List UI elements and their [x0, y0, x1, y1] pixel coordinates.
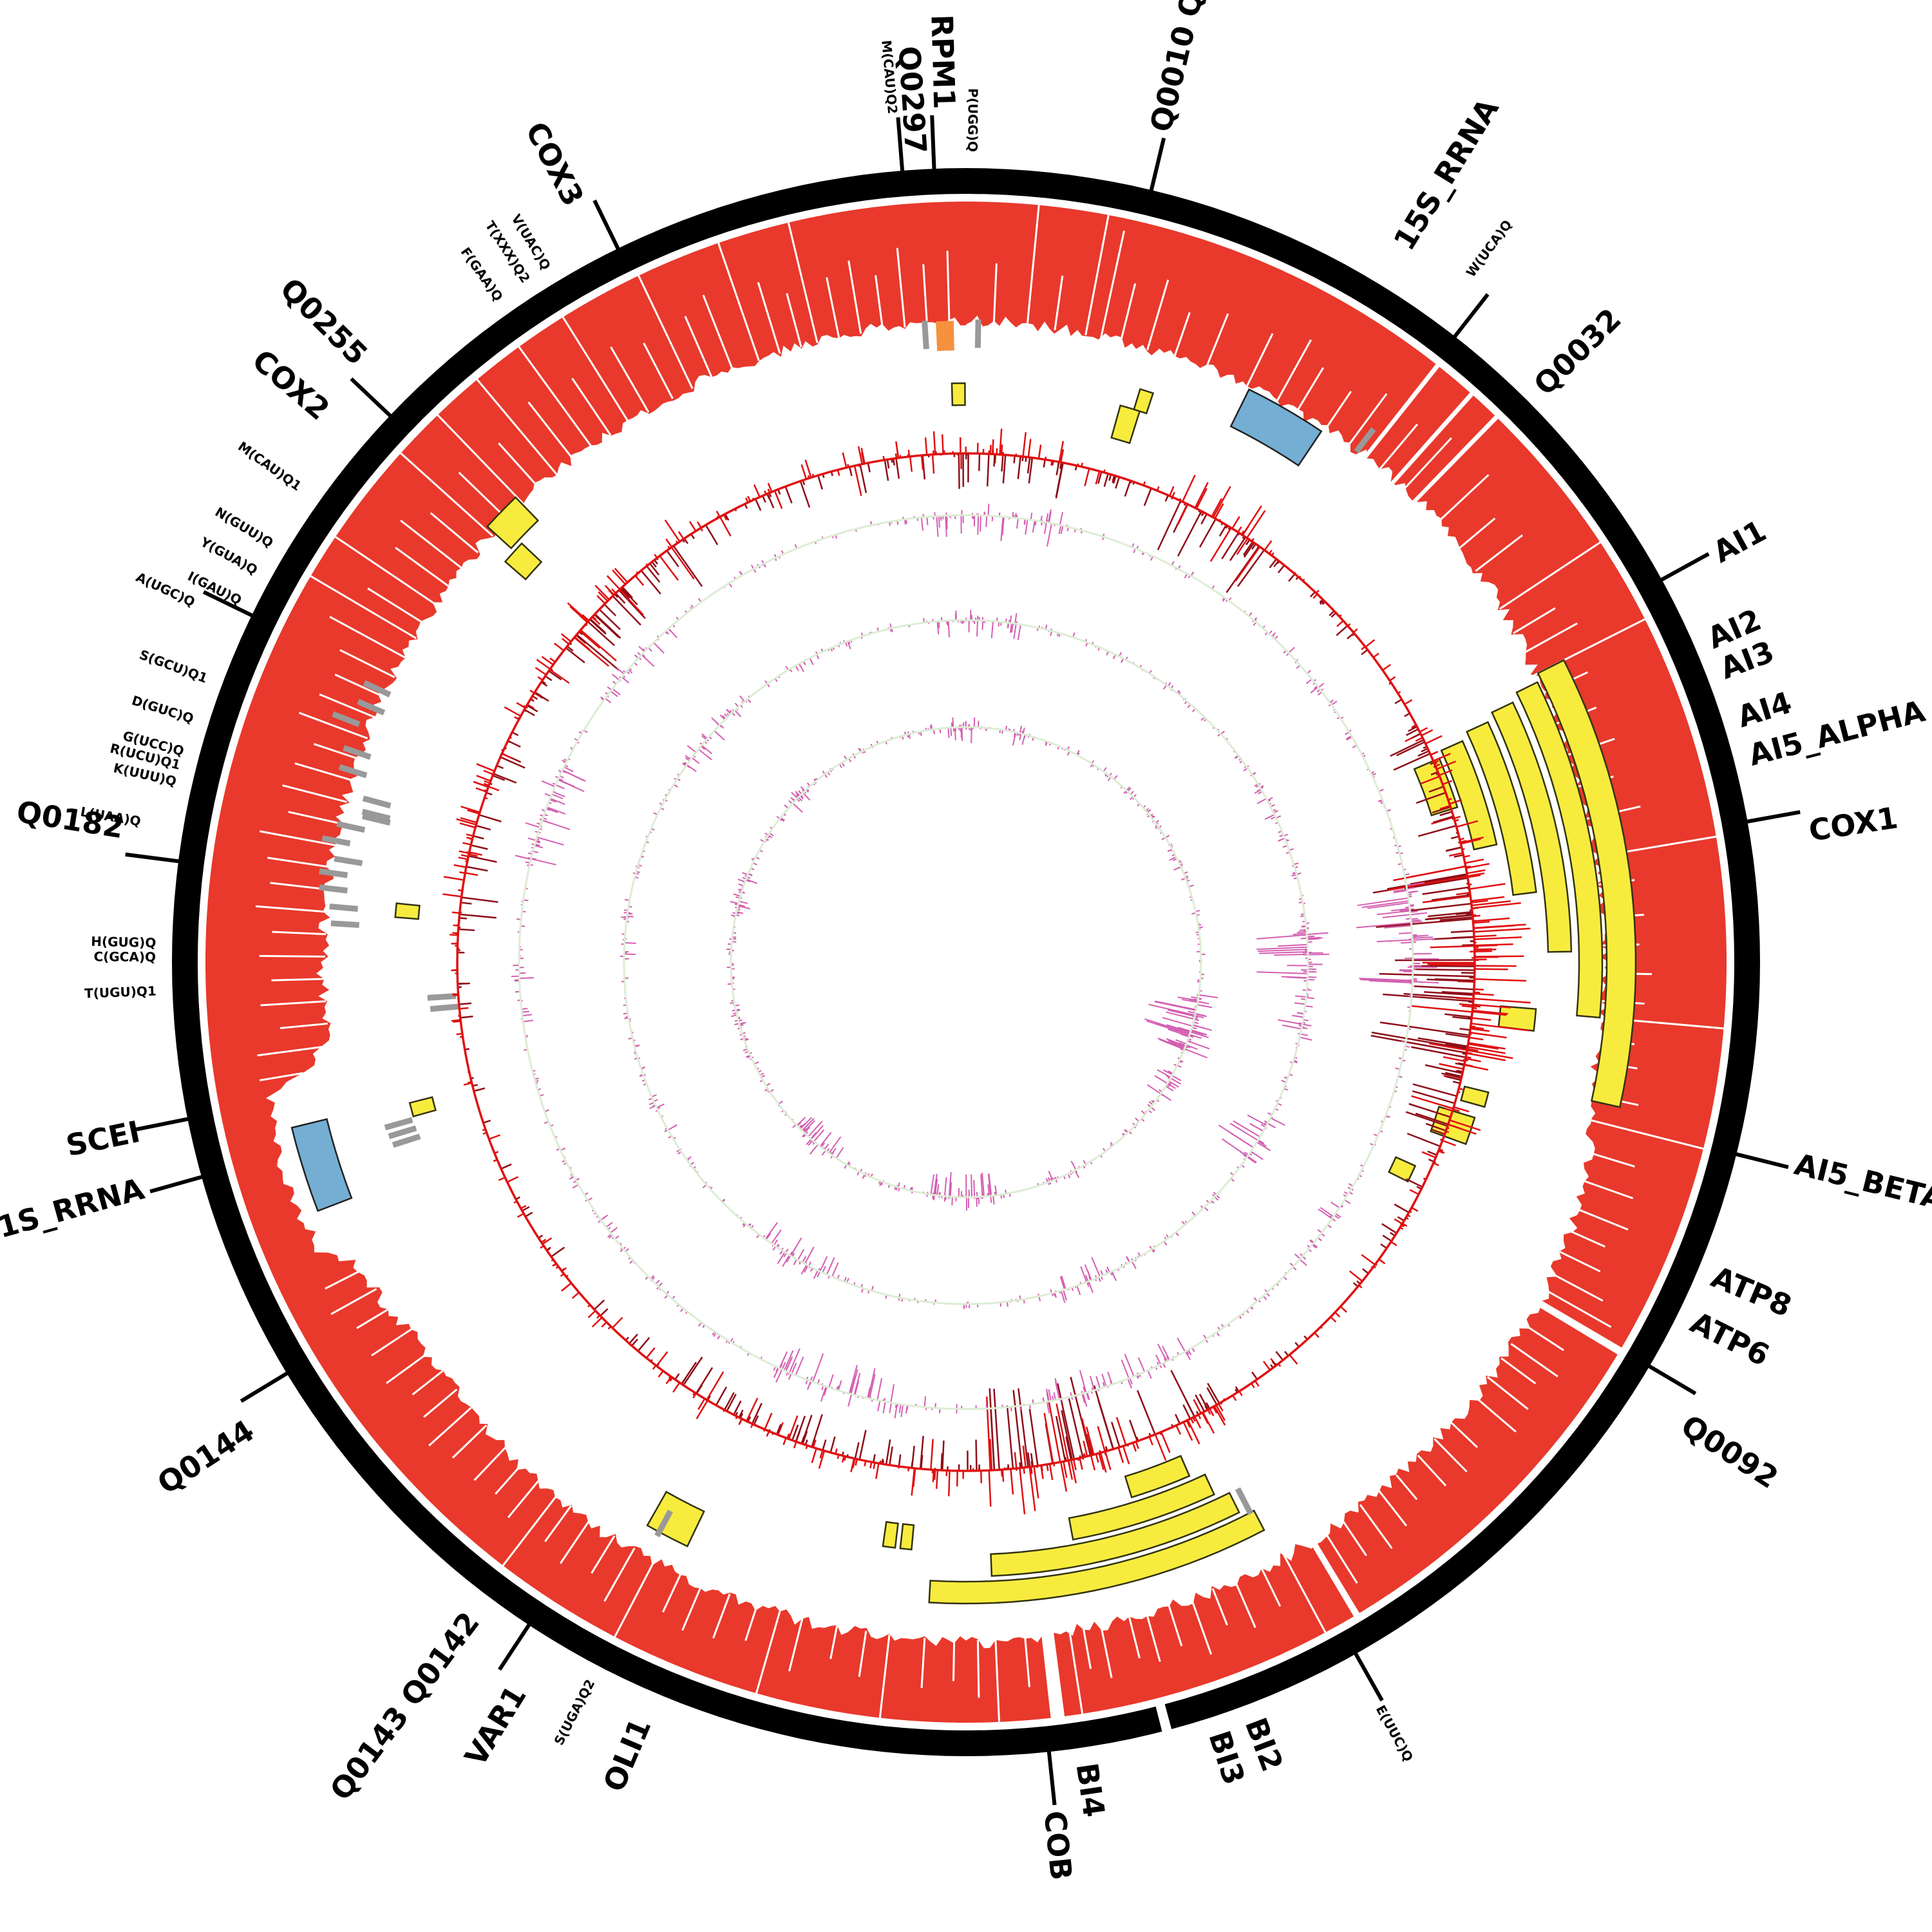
gene-feature-boxes-yellow: [394, 382, 1637, 1605]
trna-label-t-ugu-q1: T(UGU)Q1: [84, 983, 157, 1001]
gene-label-q0297: Q0297: [892, 45, 934, 155]
blue-feature: [290, 1118, 353, 1212]
yellow-feature: [486, 496, 540, 550]
trna-label-c-gca-q: C(GCA)Q: [93, 949, 156, 965]
yellow-feature: [882, 1520, 899, 1549]
yellow-feature: [899, 1523, 915, 1551]
trna-label-h-gug-q: H(GUG)Q: [91, 934, 156, 951]
variant-track-1-track: [511, 504, 1439, 1419]
yellow-feature: [928, 1510, 1265, 1605]
yellow-feature: [1124, 1455, 1191, 1499]
origin-feature-box-orange: [936, 321, 954, 352]
yellow-feature: [1460, 1085, 1490, 1108]
orange-feature: [936, 321, 954, 352]
blue-feature: [1229, 388, 1323, 467]
gene-label-bi4: BI4: [1070, 1761, 1112, 1819]
yellow-feature: [1490, 701, 1573, 953]
yellow-feature: [1440, 740, 1498, 851]
variant-track-2-track: [620, 609, 1330, 1309]
label-tick-marks: [125, 115, 1801, 1806]
variant-track-1-baseline: [518, 514, 1414, 1410]
yellow-feature: [1068, 1473, 1216, 1541]
yellow-feature: [504, 542, 543, 581]
yellow-feature: [1387, 1156, 1417, 1183]
variant-track-3-baseline: [730, 726, 1202, 1198]
trna-label-p-ugg-q: P(UGG)Q: [965, 88, 981, 152]
gene-label-cob: COB: [1037, 1809, 1079, 1882]
yellow-feature: [990, 1492, 1240, 1577]
yellow-feature: [951, 382, 966, 406]
gray-tick-marks: [319, 319, 1376, 1538]
coverage-line-track: [442, 428, 1531, 1515]
yellow-feature: [394, 902, 421, 920]
yellow-feature: [1537, 659, 1637, 1108]
yellow-feature: [1133, 388, 1155, 415]
gene-label-rpm1: RPM1: [924, 14, 961, 109]
yellow-feature: [408, 1096, 437, 1118]
yellow-feature: [1466, 721, 1537, 896]
coverage-dips: [255, 201, 1728, 1726]
variant-track-3-track: [726, 717, 1218, 1211]
ideogram-ring: [172, 168, 1760, 1756]
yellow-feature: [1413, 757, 1459, 817]
yellow-feature: [1110, 404, 1141, 444]
rrna-feature-boxes-blue: [290, 388, 1323, 1212]
yellow-feature: [1515, 681, 1604, 1019]
variant-track-2-baseline: [623, 619, 1309, 1305]
coverage-line-baseline: [456, 452, 1476, 1472]
